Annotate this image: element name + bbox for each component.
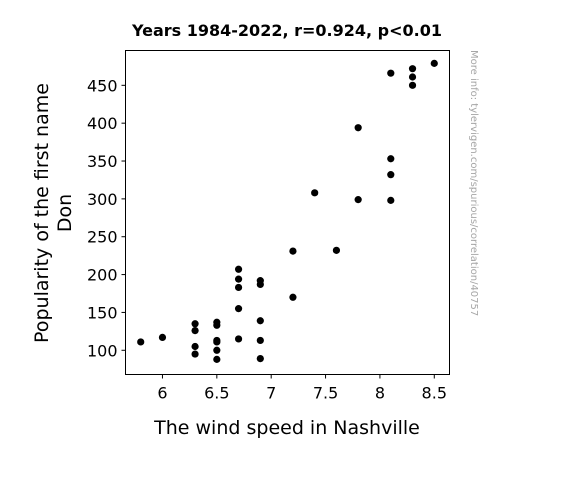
data-point: [234, 305, 243, 313]
data-point: [332, 246, 341, 254]
y-tick-label: 350: [87, 152, 118, 171]
data-point: [213, 338, 221, 346]
x-tick-label: 7.5: [313, 384, 338, 403]
data-point: [354, 124, 362, 132]
x-tick-label: 6: [157, 384, 167, 403]
data-point: [234, 275, 243, 283]
data-point: [256, 355, 264, 363]
data-point: [191, 320, 199, 328]
y-tick-label: 200: [87, 266, 118, 285]
data-point: [234, 335, 243, 343]
data-point: [191, 350, 199, 358]
data-point: [387, 69, 395, 77]
x-axis-label: The wind speed in Nashville: [153, 417, 420, 439]
x-tick-label: 7: [266, 384, 276, 403]
y-axis-label-line-2: Don: [54, 194, 76, 232]
data-point: [213, 321, 221, 329]
data-point: [408, 65, 417, 73]
x-tick-label: 6.5: [204, 384, 229, 403]
data-point: [387, 171, 395, 179]
y-tick-label: 400: [87, 114, 118, 133]
data-point: [234, 283, 243, 292]
y-axis-label-line-1: Popularity of the first name: [31, 83, 53, 343]
data-point: [430, 59, 438, 67]
data-point: [408, 73, 417, 81]
data-point: [354, 196, 362, 204]
x-tick-label: 8: [375, 384, 385, 403]
data-point: [387, 155, 395, 163]
data-point: [234, 265, 243, 273]
data-point: [191, 326, 199, 335]
data-point: [213, 346, 221, 354]
data-point: [311, 189, 319, 197]
y-axis: 100 150 200 250 300 350 400 450: [87, 76, 126, 360]
data-point: [158, 333, 167, 342]
chart-title: Years 1984-2022, r=0.924, p<0.01: [131, 21, 442, 40]
data-points: [137, 59, 438, 363]
data-point: [289, 247, 297, 255]
data-point: [191, 342, 199, 351]
data-point: [213, 355, 221, 363]
data-point: [387, 196, 395, 204]
source-watermark: More info: tylervigen.com/spurious/corre…: [468, 50, 479, 316]
data-point: [256, 336, 264, 345]
x-tick-label: 8.5: [422, 384, 447, 403]
data-point: [289, 293, 297, 301]
y-tick-label: 450: [87, 76, 118, 95]
x-axis: 6 6.5 7 7.5 8 8.5: [157, 374, 447, 403]
y-tick-label: 250: [87, 228, 118, 247]
y-tick-label: 150: [87, 303, 118, 322]
y-tick-label: 300: [87, 190, 118, 209]
data-point: [137, 338, 145, 346]
y-tick-label: 100: [87, 341, 118, 360]
data-point: [408, 81, 417, 89]
data-point: [256, 280, 264, 289]
data-point: [256, 317, 264, 325]
plot-area: [125, 50, 450, 375]
